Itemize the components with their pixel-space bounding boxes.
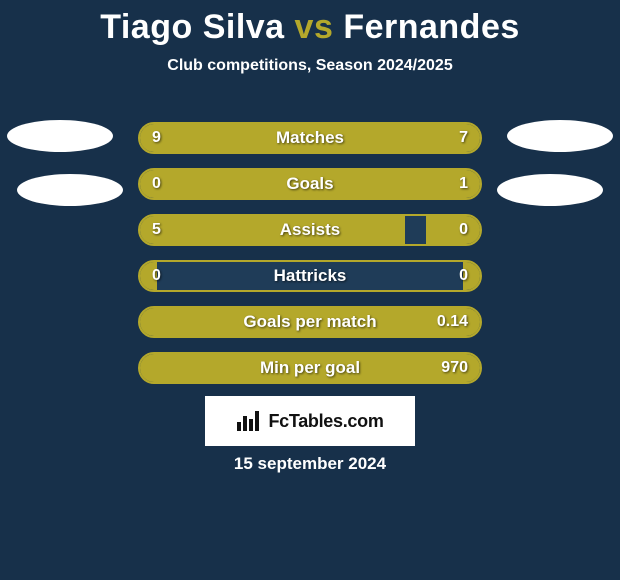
subtitle: Club competitions, Season 2024/2025 [0,57,620,75]
stat-row: Goals per match0.14 [138,306,482,338]
player2-avatar [507,120,613,152]
stat-row: Assists50 [138,214,482,246]
stat-fill-left [140,216,405,244]
stat-fill-right [157,308,480,336]
stat-fill-left [140,354,157,382]
stat-row: Min per goal970 [138,352,482,384]
stat-fill-right [426,216,480,244]
player1-badge [17,174,123,206]
stat-fill-left [140,170,201,198]
logo-text: FcTables.com [268,411,383,432]
stat-fill-right [463,262,480,290]
stat-fill-left [140,308,157,336]
player2-badge [497,174,603,206]
stat-row: Matches97 [138,122,482,154]
stat-fill-right [201,170,480,198]
fctables-logo: FcTables.com [205,396,415,446]
stats-chart: Matches97 Goals01 Assists50 Hattricks00 Goal… [138,122,482,398]
stat-fill-right [330,124,480,152]
player1-name: Tiago Silva [100,8,284,46]
stat-row: Hattricks00 [138,260,482,292]
stat-fill-right [157,354,480,382]
vs-label: vs [295,8,334,46]
date-label: 15 september 2024 [0,454,620,474]
stat-fill-left [140,262,157,290]
stat-row: Goals01 [138,168,482,200]
player1-avatar [7,120,113,152]
stat-fill-left [140,124,330,152]
comparison-title: Tiago Silva vs Fernandes [0,0,620,47]
player2-name: Fernandes [343,8,519,46]
stat-label: Hattricks [140,262,480,290]
chart-bars-icon [236,410,262,432]
